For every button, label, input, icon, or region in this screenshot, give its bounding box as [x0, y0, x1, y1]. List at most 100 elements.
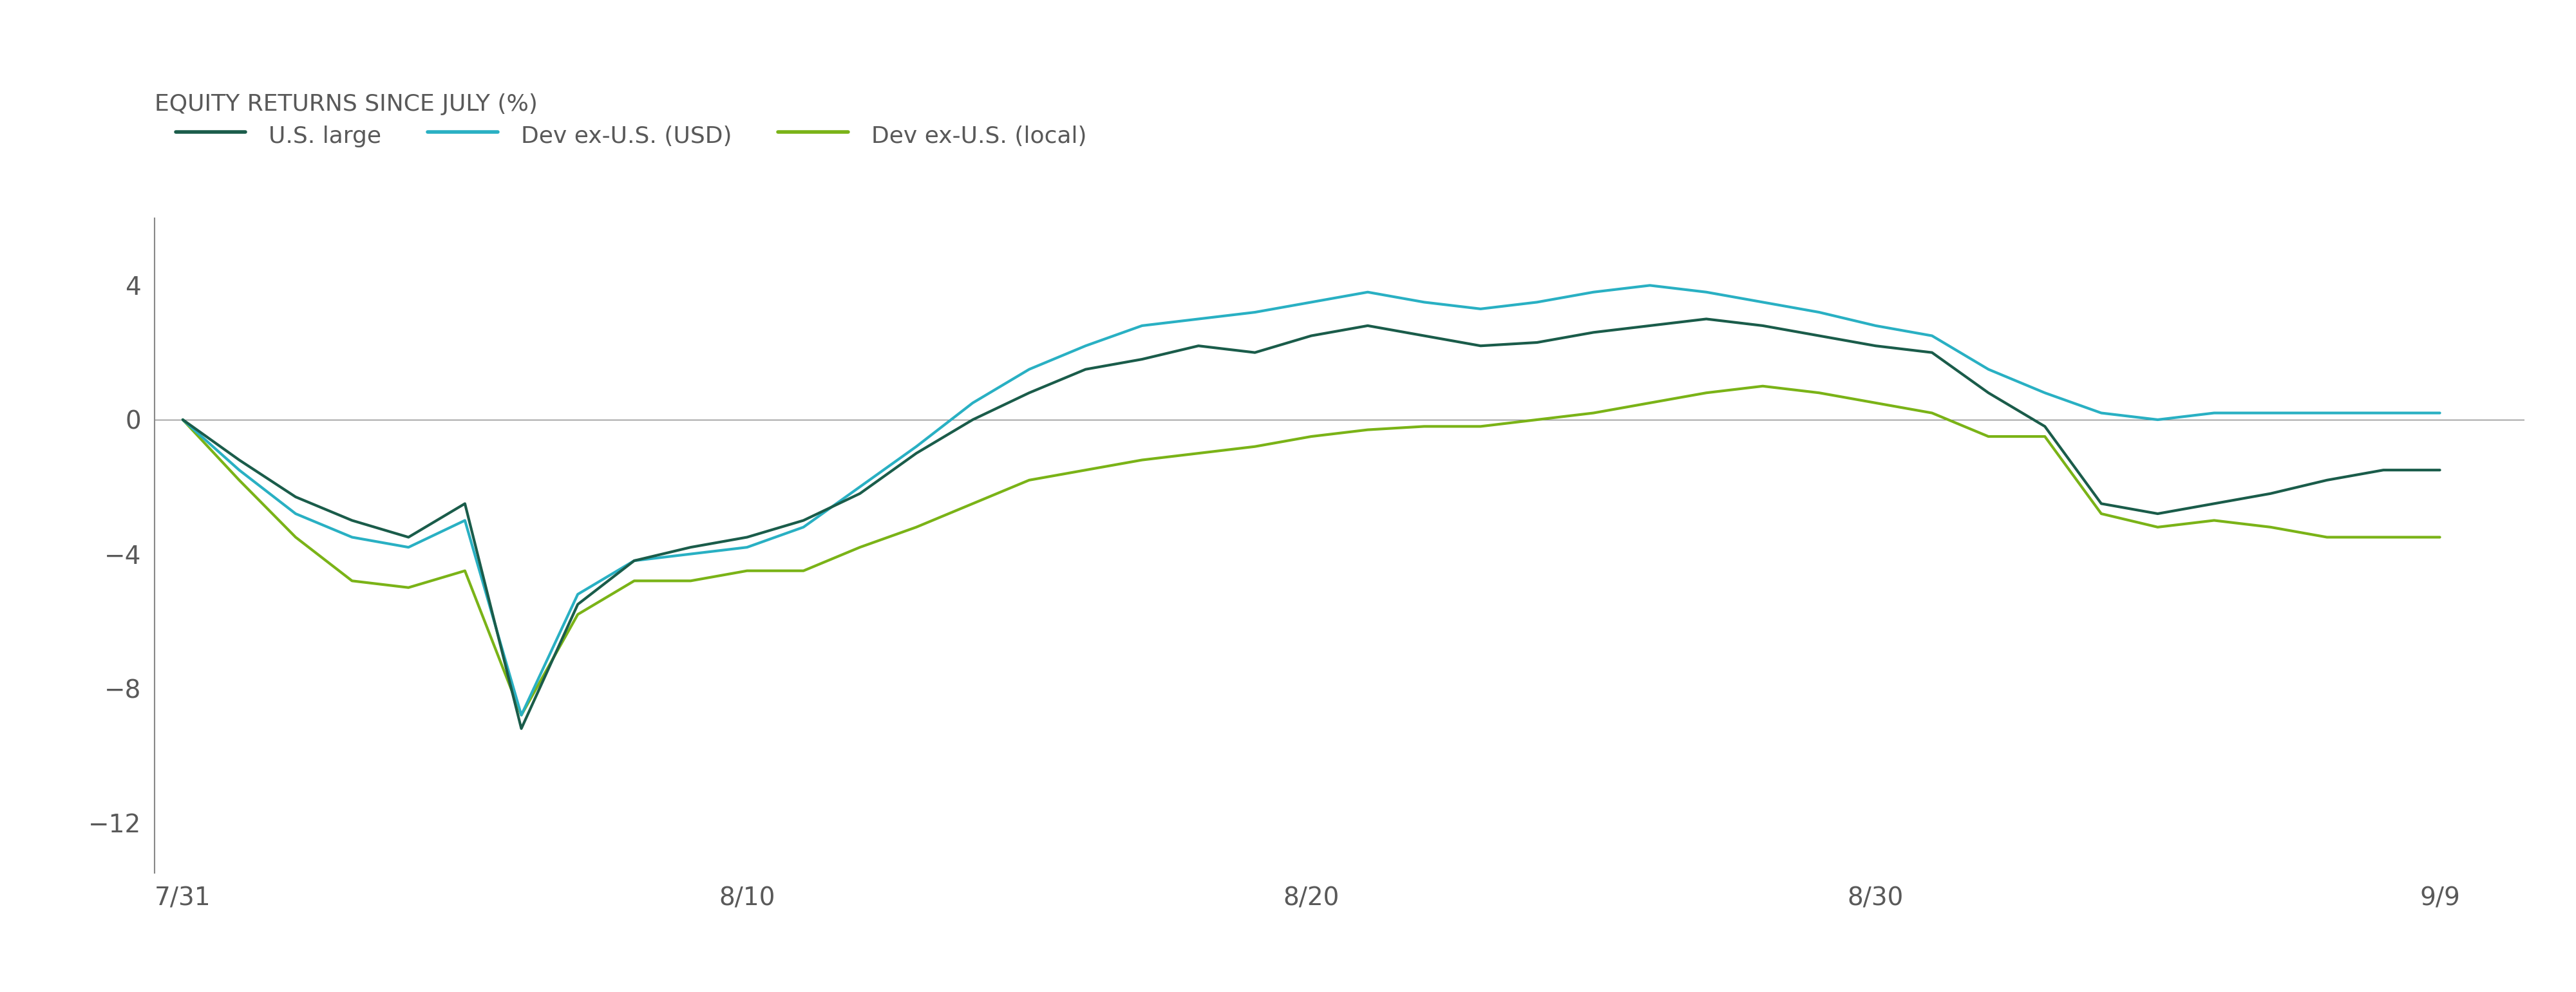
- Dev ex-U.S. (USD): [2030, 387, 2061, 399]
- Dev ex-U.S. (USD): [337, 532, 368, 544]
- U.S. large: [675, 542, 706, 554]
- Legend: U.S. large, Dev ex-U.S. (USD), Dev ex-U.S. (local): U.S. large, Dev ex-U.S. (USD), Dev ex-U.…: [167, 112, 1095, 159]
- U.S. large: [167, 414, 198, 426]
- U.S. large: [618, 555, 649, 566]
- Dev ex-U.S. (local): [902, 521, 933, 533]
- Dev ex-U.S. (USD): [1126, 319, 1157, 331]
- U.S. large: [1352, 319, 1383, 331]
- Dev ex-U.S. (USD): [1296, 297, 1327, 309]
- U.S. large: [281, 491, 312, 503]
- U.S. large: [1069, 363, 1100, 375]
- Dev ex-U.S. (local): [562, 608, 592, 620]
- Dev ex-U.S. (local): [1522, 414, 1553, 426]
- U.S. large: [2424, 464, 2455, 476]
- Dev ex-U.S. (local): [2200, 515, 2231, 527]
- Dev ex-U.S. (local): [1973, 431, 2004, 442]
- Dev ex-U.S. (USD): [2143, 414, 2174, 426]
- Line: Dev ex-U.S. (local): Dev ex-U.S. (local): [183, 386, 2439, 715]
- Dev ex-U.S. (local): [1409, 421, 1440, 433]
- Dev ex-U.S. (local): [1917, 407, 1947, 419]
- Dev ex-U.S. (USD): [1522, 297, 1553, 309]
- Dev ex-U.S. (local): [1747, 380, 1777, 392]
- Dev ex-U.S. (USD): [1579, 286, 1610, 298]
- U.S. large: [958, 414, 989, 426]
- Dev ex-U.S. (local): [2311, 532, 2342, 544]
- Dev ex-U.S. (USD): [2254, 407, 2285, 419]
- Dev ex-U.S. (local): [2367, 532, 2398, 544]
- U.S. large: [732, 532, 762, 544]
- Dev ex-U.S. (USD): [1352, 286, 1383, 298]
- Text: EQUITY RETURNS SINCE JULY (%): EQUITY RETURNS SINCE JULY (%): [155, 93, 538, 115]
- Dev ex-U.S. (USD): [2200, 407, 2231, 419]
- Dev ex-U.S. (local): [2254, 521, 2285, 533]
- U.S. large: [2143, 508, 2174, 520]
- Dev ex-U.S. (local): [1690, 387, 1721, 399]
- U.S. large: [337, 515, 368, 527]
- Dev ex-U.S. (local): [394, 581, 425, 593]
- U.S. large: [1182, 340, 1213, 352]
- U.S. large: [224, 454, 255, 466]
- Dev ex-U.S. (local): [1296, 431, 1327, 442]
- Dev ex-U.S. (local): [167, 414, 198, 426]
- Dev ex-U.S. (USD): [1182, 313, 1213, 325]
- Dev ex-U.S. (USD): [1973, 363, 2004, 375]
- Dev ex-U.S. (USD): [732, 542, 762, 554]
- Dev ex-U.S. (USD): [1239, 307, 1270, 318]
- Dev ex-U.S. (USD): [281, 508, 312, 520]
- U.S. large: [1633, 319, 1664, 331]
- Dev ex-U.S. (local): [1803, 387, 1834, 399]
- Dev ex-U.S. (local): [1015, 474, 1046, 486]
- U.S. large: [2367, 464, 2398, 476]
- Dev ex-U.S. (USD): [1015, 363, 1046, 375]
- Dev ex-U.S. (local): [337, 575, 368, 587]
- Dev ex-U.S. (USD): [448, 515, 479, 527]
- U.S. large: [562, 598, 592, 610]
- Dev ex-U.S. (USD): [1690, 286, 1721, 298]
- U.S. large: [1917, 346, 1947, 358]
- Dev ex-U.S. (USD): [394, 542, 425, 554]
- U.S. large: [1409, 329, 1440, 341]
- Dev ex-U.S. (USD): [2087, 407, 2117, 419]
- Dev ex-U.S. (local): [675, 575, 706, 587]
- Dev ex-U.S. (USD): [1466, 303, 1497, 314]
- U.S. large: [1126, 353, 1157, 365]
- Dev ex-U.S. (local): [1126, 454, 1157, 466]
- U.S. large: [448, 498, 479, 510]
- U.S. large: [1239, 346, 1270, 358]
- Dev ex-U.S. (local): [224, 474, 255, 486]
- Dev ex-U.S. (USD): [2367, 407, 2398, 419]
- Dev ex-U.S. (local): [2030, 431, 2061, 442]
- U.S. large: [902, 447, 933, 459]
- Dev ex-U.S. (local): [1633, 397, 1664, 409]
- Dev ex-U.S. (USD): [1069, 340, 1100, 352]
- U.S. large: [1579, 326, 1610, 338]
- Dev ex-U.S. (local): [732, 564, 762, 576]
- Dev ex-U.S. (USD): [167, 414, 198, 426]
- U.S. large: [2087, 498, 2117, 510]
- Dev ex-U.S. (local): [958, 498, 989, 510]
- Dev ex-U.S. (USD): [1860, 319, 1891, 331]
- U.S. large: [2311, 474, 2342, 486]
- Dev ex-U.S. (local): [1352, 424, 1383, 435]
- U.S. large: [1522, 336, 1553, 348]
- Dev ex-U.S. (USD): [2311, 407, 2342, 419]
- Dev ex-U.S. (USD): [1633, 280, 1664, 292]
- U.S. large: [1015, 387, 1046, 399]
- Dev ex-U.S. (USD): [675, 548, 706, 559]
- U.S. large: [1803, 329, 1834, 341]
- Dev ex-U.S. (USD): [1747, 297, 1777, 309]
- Dev ex-U.S. (USD): [788, 521, 819, 533]
- Dev ex-U.S. (USD): [1917, 329, 1947, 341]
- U.S. large: [1973, 387, 2004, 399]
- Dev ex-U.S. (local): [2424, 532, 2455, 544]
- U.S. large: [2030, 421, 2061, 433]
- Dev ex-U.S. (USD): [618, 555, 649, 566]
- Dev ex-U.S. (local): [2087, 508, 2117, 520]
- Dev ex-U.S. (USD): [1803, 307, 1834, 318]
- Dev ex-U.S. (local): [1069, 464, 1100, 476]
- Dev ex-U.S. (local): [1182, 447, 1213, 459]
- Dev ex-U.S. (local): [1860, 397, 1891, 409]
- U.S. large: [1296, 329, 1327, 341]
- Dev ex-U.S. (USD): [2424, 407, 2455, 419]
- Dev ex-U.S. (local): [1579, 407, 1610, 419]
